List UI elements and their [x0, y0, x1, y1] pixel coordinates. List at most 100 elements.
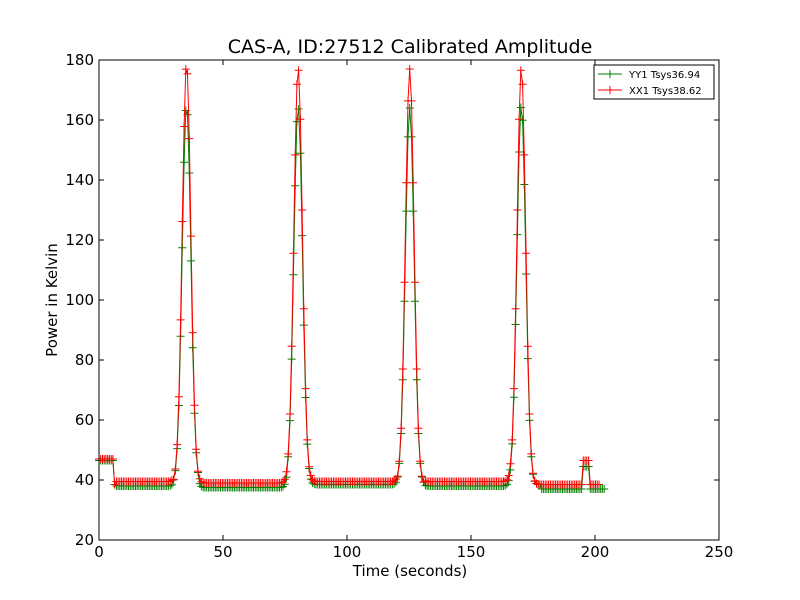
series-1-point-115 [294, 66, 303, 75]
series-1-point-181 [409, 178, 418, 187]
series-1-point-41 [166, 477, 175, 486]
series-1-point-183 [412, 365, 421, 373]
series-1-point-173 [395, 457, 404, 466]
series-1-point-59 [197, 477, 206, 486]
y-axis-label: Power in Kelvin [43, 243, 61, 357]
legend-label-xx1: XX1 Tsys38.62 [629, 86, 702, 97]
series-1-point-57 [194, 467, 202, 476]
series-1-point-237 [506, 459, 515, 468]
series-1-point-238 [508, 435, 517, 444]
series-1-point-107 [280, 475, 289, 484]
series-1-point-42 [167, 476, 176, 485]
series-1-point-241 [513, 206, 522, 214]
y-tick-label-6: 140 [65, 171, 94, 189]
legend-box [593, 64, 715, 100]
legend-marker-yy1 [606, 70, 614, 78]
series-1-point-110 [286, 410, 294, 418]
y-tick-label-4: 100 [65, 291, 94, 309]
plot-area [95, 65, 609, 493]
series-1-point-248 [525, 410, 534, 418]
series-0-point-180 [407, 132, 416, 141]
series-1-point-48 [178, 217, 187, 226]
series-1-point-176 [400, 278, 409, 287]
x-axis-label: Time (seconds) [352, 562, 468, 580]
chart-title: CAS-A, ID:27512 Calibrated Amplitude [228, 36, 593, 58]
series-1-point-234 [501, 477, 510, 486]
series-1-point-44 [171, 465, 180, 473]
series-0-point-116 [296, 149, 305, 158]
legend-label-yy1: YY1 Tsys36.94 [628, 70, 700, 81]
x-tick-label-5: 250 [705, 543, 734, 561]
series-1-point-184 [414, 424, 423, 433]
series-1-point-186 [417, 472, 426, 481]
series-1-point-170 [390, 476, 399, 485]
series-1-point-239 [509, 384, 518, 393]
series-1-point-49 [180, 122, 189, 131]
series-0-point-179 [405, 104, 414, 112]
series-1-point-50 [181, 65, 190, 74]
series-0-point-52 [185, 169, 194, 177]
series-1-point-172 [393, 472, 402, 481]
series-0-point-113 [291, 181, 300, 190]
series-1-point-120 [303, 435, 312, 444]
series-1-point-118 [299, 304, 308, 313]
series-1-point-123 [308, 475, 317, 484]
x-tick-label-3: 150 [457, 543, 486, 561]
y-tick-label-2: 60 [75, 411, 94, 429]
series-1-point-116 [296, 115, 305, 124]
legend-item-xx1: XX1 Tsys38.62 [598, 86, 702, 97]
series-1-point-43 [169, 475, 178, 484]
legend-item-yy1: YY1 Tsys36.94 [598, 70, 700, 81]
series-1-point-54 [188, 328, 197, 337]
series-1-point-51 [183, 69, 192, 78]
series-1-point-179 [405, 65, 414, 73]
series-0-point-244 [518, 116, 527, 125]
series-1-point-117 [298, 206, 307, 214]
series-1-point-282 [584, 456, 593, 465]
series-1-point-108 [282, 467, 291, 476]
y-tick-label-7: 160 [65, 111, 94, 129]
series-1-point-174 [397, 424, 406, 433]
legend: YY1 Tsys36.94 XX1 Tsys38.62 [593, 64, 715, 100]
series-1-point-8 [108, 455, 117, 463]
series-1-point-114 [292, 80, 301, 89]
series-1-point-109 [284, 449, 293, 458]
series-0-point-242 [515, 148, 524, 156]
series-1-point-47 [176, 315, 185, 324]
series-1-point-250 [529, 469, 537, 478]
series-1-point-245 [520, 150, 529, 159]
series-1-point-121 [305, 462, 314, 471]
series-1-point-180 [407, 96, 416, 105]
series-1-point-236 [504, 471, 513, 480]
series-1-point-278 [577, 480, 586, 489]
y-tick-label-5: 120 [65, 231, 94, 249]
x-tick-label-2: 100 [333, 543, 362, 561]
series-1-point-55 [190, 401, 199, 410]
x-tick-label-4: 200 [581, 543, 610, 561]
series-1-point-177 [402, 178, 411, 187]
series-1-point-46 [174, 392, 183, 401]
series-1-point-182 [411, 278, 419, 287]
x-tick-label-0: 0 [94, 543, 104, 561]
series-1-point-113 [291, 150, 300, 159]
series-1-point-122 [306, 471, 315, 480]
series-1-point-244 [518, 80, 527, 89]
series-1-point-240 [511, 304, 520, 313]
series-1-point-53 [187, 232, 195, 241]
series-1-point-246 [522, 249, 531, 258]
y-tick-label-8: 180 [65, 51, 94, 69]
series-1-point-112 [289, 249, 298, 258]
series-1-point-242 [515, 115, 524, 124]
series-1-point-235 [503, 475, 511, 484]
series-1-point-247 [523, 342, 532, 351]
series-1-point-119 [301, 384, 310, 393]
series-1-point-111 [287, 342, 296, 351]
series-1-point-249 [527, 449, 536, 458]
y-tick-label-3: 80 [75, 351, 94, 369]
series-1-point-52 [185, 134, 194, 143]
series-1-point-252 [532, 479, 541, 488]
series-0-point-49 [180, 158, 189, 167]
series-1-point-243 [516, 66, 525, 75]
series-1-point-105 [277, 478, 286, 487]
